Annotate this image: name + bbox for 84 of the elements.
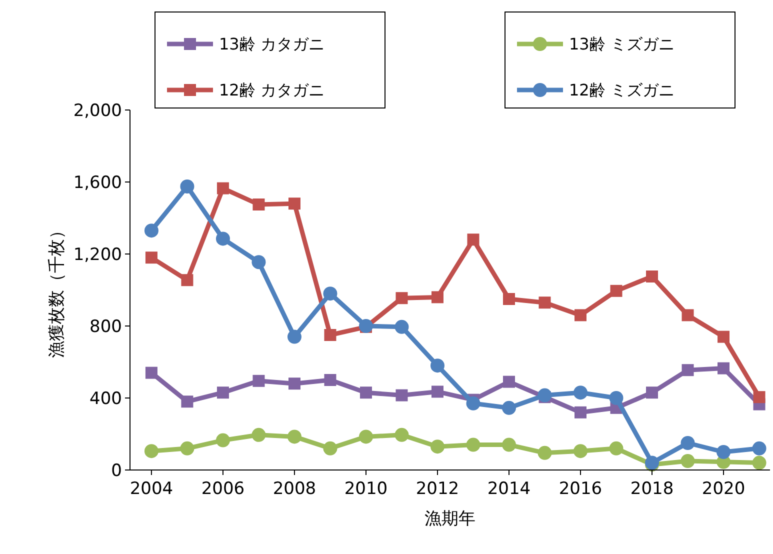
point xyxy=(252,255,266,270)
point xyxy=(431,291,444,304)
x-tick-label: 2016 xyxy=(558,479,602,499)
point xyxy=(538,388,552,402)
x-tick-label: 2010 xyxy=(344,479,388,499)
point xyxy=(718,362,730,374)
point xyxy=(216,232,230,246)
point xyxy=(216,433,230,448)
point xyxy=(646,386,658,399)
point xyxy=(646,270,658,282)
point xyxy=(502,400,516,415)
point xyxy=(181,396,194,408)
point xyxy=(323,286,338,301)
point xyxy=(252,428,266,442)
point xyxy=(324,329,336,341)
point xyxy=(716,445,731,459)
point xyxy=(430,440,444,454)
x-tick-label: 2012 xyxy=(416,479,460,499)
point xyxy=(252,198,265,210)
point xyxy=(574,309,587,322)
point xyxy=(144,444,158,458)
point xyxy=(252,374,265,387)
point xyxy=(682,309,694,322)
point xyxy=(752,456,766,470)
point xyxy=(181,274,194,286)
point xyxy=(680,436,695,450)
point xyxy=(288,378,300,390)
point xyxy=(502,376,515,388)
point xyxy=(396,389,408,402)
point xyxy=(324,374,336,386)
y-tick-label: 1,600 xyxy=(73,172,122,193)
point xyxy=(144,224,158,238)
legend-label: 13齢 カタガニ xyxy=(219,34,324,54)
point xyxy=(180,180,194,194)
y-tick-label: 400 xyxy=(90,388,122,409)
point xyxy=(288,198,300,210)
x-tick-label: 2020 xyxy=(702,479,746,499)
x-tick-label: 2004 xyxy=(130,479,174,499)
point xyxy=(467,234,480,246)
point xyxy=(718,330,730,343)
x-tick-label: 2006 xyxy=(201,479,245,499)
point xyxy=(216,182,229,194)
point xyxy=(538,446,552,460)
point xyxy=(323,441,338,456)
point xyxy=(394,428,409,442)
point xyxy=(502,293,515,305)
point xyxy=(610,284,622,297)
x-tick-label: 2008 xyxy=(272,479,316,499)
y-tick-label: 2,000 xyxy=(73,100,122,121)
point xyxy=(538,296,551,309)
point xyxy=(431,386,444,398)
point xyxy=(609,391,624,405)
point xyxy=(145,366,158,379)
point xyxy=(682,364,694,376)
x-tick-label: 2018 xyxy=(630,479,674,499)
point xyxy=(574,406,587,418)
point xyxy=(287,330,302,344)
point xyxy=(145,252,158,264)
point xyxy=(466,396,480,410)
point xyxy=(358,430,373,444)
point xyxy=(360,386,372,399)
point xyxy=(753,391,766,404)
point xyxy=(396,292,408,304)
legend-label: 12齢 カタガニ xyxy=(219,80,324,100)
point xyxy=(216,386,229,399)
point xyxy=(466,438,480,452)
point xyxy=(752,441,766,456)
y-axis-title: 漁獲枚数（千枚） xyxy=(47,222,67,358)
y-tick-label: 1,200 xyxy=(73,244,122,265)
point xyxy=(430,358,444,373)
point xyxy=(180,441,194,456)
x-axis-title: 漁期年 xyxy=(424,509,476,529)
point xyxy=(609,441,624,456)
legend-label: 12齢 ミズガニ xyxy=(569,80,674,100)
point xyxy=(287,430,302,444)
y-tick-label: 0 xyxy=(111,460,122,481)
point xyxy=(394,320,409,334)
point xyxy=(574,444,588,458)
y-tick-label: 800 xyxy=(90,316,122,337)
legend-label: 13齢 ミズガニ xyxy=(569,34,674,54)
point xyxy=(680,454,695,468)
point xyxy=(502,438,516,452)
x-tick-label: 2014 xyxy=(487,479,531,499)
point xyxy=(574,386,588,400)
